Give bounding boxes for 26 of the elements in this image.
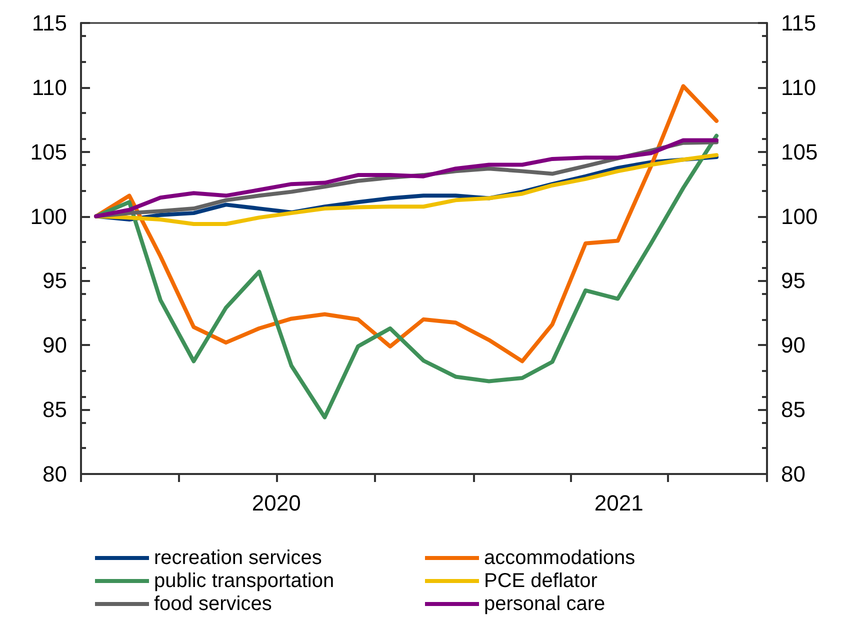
y2-tick-label: 100 [781,204,818,229]
legend-label: food services [154,593,272,615]
legend-label: recreation services [154,547,322,569]
legend-label: accommodations [484,547,636,569]
y2-tick-label: 85 [781,397,806,422]
y-tick-label: 115 [32,10,67,36]
y2-tick-label: 95 [781,268,806,294]
x-tick-label: 2021 [594,490,644,516]
y2-tick-label: 115 [781,10,816,36]
legend-label: public transportation [154,570,334,592]
line-series [94,84,719,364]
y-tick-label: 90 [42,332,67,358]
y2-tick-label: 105 [781,139,818,164]
legend-label: personal care [484,593,606,615]
y-tick-label: 85 [42,397,67,422]
line-series [94,134,719,420]
y2-tick-label: 80 [781,462,806,486]
y-tick-label: 110 [32,74,67,100]
y-tick-label: 80 [42,462,67,486]
y2-tick-label: 90 [781,332,806,358]
y-tick-label: 105 [30,139,67,164]
x-tick-label: 2020 [252,490,301,516]
legend-label: PCE deflator [484,570,598,592]
y2-tick-label: 110 [781,74,816,100]
y-tick-label: 95 [42,268,67,294]
y-tick-label: 100 [30,204,67,229]
